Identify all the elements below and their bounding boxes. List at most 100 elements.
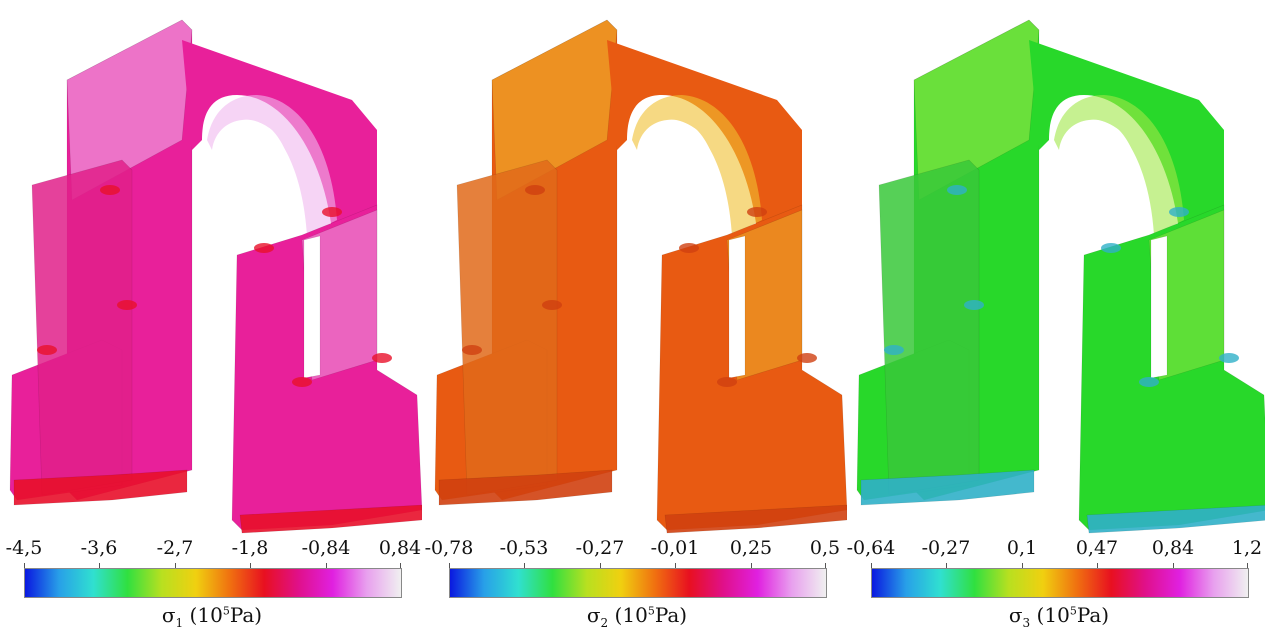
tick-mark <box>946 563 947 569</box>
stress-hotspot <box>542 300 562 310</box>
label-symbol: σ <box>161 603 176 627</box>
stress-hotspot <box>372 353 392 363</box>
arch-model-sigma3 <box>856 19 1265 534</box>
arch-intrados <box>1054 95 1184 235</box>
tick-mark <box>524 563 525 569</box>
stress-hotspot <box>717 377 737 387</box>
tick-mark <box>1173 563 1174 569</box>
stress-hotspot <box>525 185 545 195</box>
colorbar <box>449 568 827 598</box>
label-unit-exp: 5 <box>1069 604 1077 618</box>
tick-mark <box>1247 563 1248 569</box>
tick-label: 0,5 <box>809 537 841 559</box>
stress-hotspot <box>1139 377 1159 387</box>
right-base-plinth <box>239 504 422 534</box>
arch-body <box>856 19 1265 534</box>
left-base-plinth <box>13 469 188 506</box>
stress-hotspot <box>322 207 342 217</box>
sigma2-panel: -0,78 -0,53 -0,27 -0,01 0,25 0,5 σ2 (105… <box>424 0 847 635</box>
left-base-plinth <box>860 469 1035 506</box>
stress-hotspot <box>100 185 120 195</box>
label-unit-prefix: (10 <box>1036 603 1070 627</box>
tick-label: -0,53 <box>499 537 549 559</box>
tick-mark <box>99 563 100 569</box>
stress-hotspot <box>1169 207 1189 217</box>
right-pier-front <box>1078 204 1265 531</box>
tick-mark <box>600 563 601 569</box>
window-opening <box>1150 235 1168 379</box>
label-unit-suffix: Pa) <box>229 603 263 627</box>
colorbar <box>24 568 402 598</box>
tick-label: -3,6 <box>80 537 118 559</box>
arch-body <box>434 19 847 534</box>
label-unit-suffix: Pa) <box>1076 603 1110 627</box>
arch-model-sigma1 <box>9 19 422 534</box>
tick-mark <box>175 563 176 569</box>
tick-label: 0,1 <box>1006 537 1038 559</box>
sigma2-tick-labels: -0,78 -0,53 -0,27 -0,01 0,25 0,5 <box>424 537 847 567</box>
left-column-strip <box>31 159 133 496</box>
stress-hotspot <box>947 185 967 195</box>
tick-mark <box>250 563 251 569</box>
left-base-plinth <box>438 469 613 506</box>
right-pier-front <box>231 204 422 531</box>
tick-label: -0,27 <box>921 537 971 559</box>
label-symbol: σ <box>586 603 601 627</box>
arch-intrados <box>632 95 762 235</box>
tick-label: -4,5 <box>5 537 43 559</box>
tick-label: -0,64 <box>846 537 896 559</box>
sigma1-panel: -4,5 -3,6 -2,7 -1,8 -0,84 0,84 σ1 (105Pa… <box>2 0 422 635</box>
label-unit-exp: 5 <box>647 604 655 618</box>
tick-label: -0,84 <box>301 537 351 559</box>
tick-label: 0,25 <box>729 537 773 559</box>
arch-model-sigma2 <box>434 19 847 534</box>
stress-hotspot <box>462 345 482 355</box>
tick-mark <box>1022 563 1023 569</box>
label-symbol: σ <box>1008 603 1023 627</box>
tick-label: -1,8 <box>231 537 269 559</box>
tick-label: -0,01 <box>650 537 700 559</box>
sigma1-tick-labels: -4,5 -3,6 -2,7 -1,8 -0,84 0,84 <box>2 537 422 567</box>
window-opening <box>728 235 746 379</box>
stress-hotspot <box>797 353 817 363</box>
stress-hotspot <box>1219 353 1239 363</box>
tick-label: -0,78 <box>424 537 474 559</box>
stress-hotspot <box>679 243 699 253</box>
stress-hotspot <box>747 207 767 217</box>
tick-mark <box>24 563 25 569</box>
tick-label: -2,7 <box>156 537 194 559</box>
stress-hotspot <box>37 345 57 355</box>
label-subscript: 3 <box>1022 616 1031 630</box>
stress-hotspot <box>117 300 137 310</box>
right-base-plinth <box>1086 504 1265 534</box>
label-unit-prefix: (10 <box>189 603 223 627</box>
stress-hotspot <box>254 243 274 253</box>
tick-mark <box>1097 563 1098 569</box>
tick-mark <box>825 563 826 569</box>
tick-mark <box>449 563 450 569</box>
sigma3-label: σ3 (105Pa) <box>849 603 1265 630</box>
stress-hotspot <box>884 345 904 355</box>
tick-label: 0,84 <box>1151 537 1195 559</box>
tick-mark <box>871 563 872 569</box>
tick-label: -0,27 <box>575 537 625 559</box>
label-subscript: 2 <box>600 616 609 630</box>
label-unit-suffix: Pa) <box>654 603 688 627</box>
sigma3-panel: -0,64 -0,27 0,1 0,47 0,84 1,2 σ3 (105Pa) <box>846 0 1265 635</box>
arch-intrados <box>207 95 337 235</box>
left-column-strip <box>878 159 980 496</box>
sigma3-tick-labels: -0,64 -0,27 0,1 0,47 0,84 1,2 <box>846 537 1265 567</box>
stress-hotspot <box>964 300 984 310</box>
label-unit-exp: 5 <box>222 604 230 618</box>
right-pier-front <box>656 204 847 531</box>
tick-mark <box>675 563 676 569</box>
arch-body <box>9 19 422 534</box>
label-subscript: 1 <box>175 616 184 630</box>
stress-hotspot <box>292 377 312 387</box>
sigma2-label: σ2 (105Pa) <box>427 603 847 630</box>
right-base-plinth <box>664 504 847 534</box>
tick-label: 0,47 <box>1075 537 1119 559</box>
tick-label: 1,2 <box>1231 537 1263 559</box>
tick-mark <box>400 563 401 569</box>
window-opening <box>303 235 321 379</box>
